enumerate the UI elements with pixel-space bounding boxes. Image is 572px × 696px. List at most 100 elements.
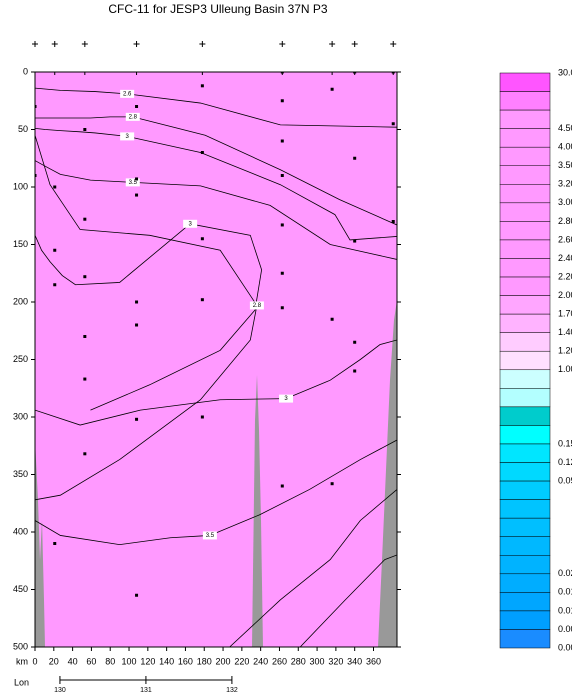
colorbar-box <box>499 184 551 204</box>
colorbar-box <box>499 128 551 148</box>
y-tick-label: 500 <box>13 641 28 651</box>
sample-point <box>135 417 139 421</box>
sample-point <box>330 317 334 321</box>
station-marker <box>81 41 88 47</box>
station-marker <box>279 41 286 47</box>
sample-point <box>135 300 139 304</box>
x-tick-label: 160 <box>178 656 193 666</box>
colorbar-label: 1.000 <box>558 364 572 374</box>
colorbar-label: 2.600 <box>558 234 572 244</box>
contour-label: 3.5 <box>129 180 138 186</box>
colorbar-label: 0.020 <box>558 568 572 578</box>
sample-point <box>83 275 87 279</box>
colorbar-label: 4.500 <box>558 123 572 133</box>
colorbar-label: 4.000 <box>558 142 572 152</box>
sample-point <box>280 99 284 103</box>
colorbar-box <box>499 72 551 92</box>
station-marker <box>390 41 397 47</box>
colorbar-box <box>499 406 551 426</box>
y-tick-label: 100 <box>13 181 28 191</box>
colorbar-box <box>499 91 551 111</box>
sample-point <box>53 248 57 252</box>
sample-point <box>391 220 395 223</box>
station-marker <box>32 41 38 47</box>
colorbar-label: 0.120 <box>558 457 572 467</box>
sample-point <box>391 122 395 126</box>
x-tick-label: 20 <box>49 656 59 666</box>
sample-point <box>200 237 204 241</box>
y-tick-label: 450 <box>13 584 28 594</box>
colorbar-label: 2.800 <box>558 216 572 226</box>
x-tick-label: 180 <box>197 656 212 666</box>
y-tick-label: 350 <box>13 469 28 479</box>
sample-point <box>83 377 87 381</box>
contour-label-bg <box>249 301 264 310</box>
sample-point <box>83 452 87 456</box>
colorbar-box <box>499 499 551 519</box>
sample-point <box>280 174 284 177</box>
sample-point <box>280 271 284 275</box>
sample-point <box>330 482 334 486</box>
contour-label: 3 <box>188 221 192 227</box>
lon-axis-label: Lon <box>14 677 29 687</box>
sample-point <box>135 177 139 181</box>
contour-line <box>229 489 397 647</box>
contour-label: 2.6 <box>123 91 132 97</box>
sample-point <box>35 105 37 108</box>
contour-label-bg <box>202 531 217 540</box>
contour-label: 3 <box>284 396 288 402</box>
colorbar-box <box>499 332 551 352</box>
x-tick-label: 340 <box>347 656 362 666</box>
x-tick-label: 40 <box>68 656 78 666</box>
colorbar-box <box>499 369 551 389</box>
x-tick-label: 220 <box>234 656 249 666</box>
contour-label: 2.8 <box>129 114 138 120</box>
colorbar-label: 2.000 <box>558 290 572 300</box>
colorbar-label: 1.200 <box>558 346 572 356</box>
station-marker <box>51 41 58 47</box>
colorbar-box <box>499 443 551 463</box>
colorbar-box <box>499 610 551 630</box>
colorbar-label: 0.090 <box>558 475 572 485</box>
lon-tick-label: 131 <box>140 687 152 694</box>
y-tick-label: 300 <box>13 411 28 421</box>
sample-point <box>330 87 334 91</box>
x-tick-label: 320 <box>328 656 343 666</box>
colorbar-box <box>499 573 551 593</box>
sample-point <box>200 151 204 154</box>
section-fill <box>35 72 397 647</box>
station-marker <box>329 41 336 47</box>
y-tick-label: 400 <box>13 526 28 536</box>
colorbar-box <box>499 258 551 278</box>
sample-point <box>83 335 87 338</box>
x-tick-label: 0 <box>32 656 37 666</box>
colorbar-label: 1.400 <box>558 327 572 337</box>
sample-point <box>353 369 357 373</box>
sample-point <box>200 298 204 302</box>
contour-label-bg <box>183 219 198 228</box>
colorbar-label: 0.005 <box>558 624 572 634</box>
station-marker <box>133 41 140 47</box>
colorbar-label: 30.000 <box>558 67 572 77</box>
colorbar-label: 0.015 <box>558 587 572 597</box>
colorbar-label: 0.010 <box>558 605 572 615</box>
sample-point <box>353 340 357 344</box>
colorbar-box <box>499 536 551 556</box>
sample-point <box>280 223 284 227</box>
sample-point <box>83 128 87 131</box>
sample-point <box>53 542 57 545</box>
chart-title: CFC-11 for JESP3 Ulleung Basin 37N P3 <box>108 2 328 16</box>
bottom-topography <box>378 300 397 647</box>
y-tick-label: 0 <box>23 66 28 76</box>
sample-point <box>53 185 57 189</box>
bottom-topography <box>252 375 263 647</box>
x-tick-label: 200 <box>216 656 231 666</box>
sample-point <box>83 217 87 221</box>
contour-label-bg <box>125 178 140 187</box>
station-marker <box>351 41 358 47</box>
contour-label-bg <box>125 112 140 121</box>
colorbar-box <box>499 350 551 371</box>
y-tick-label: 200 <box>13 296 28 306</box>
sample-point <box>353 156 357 160</box>
